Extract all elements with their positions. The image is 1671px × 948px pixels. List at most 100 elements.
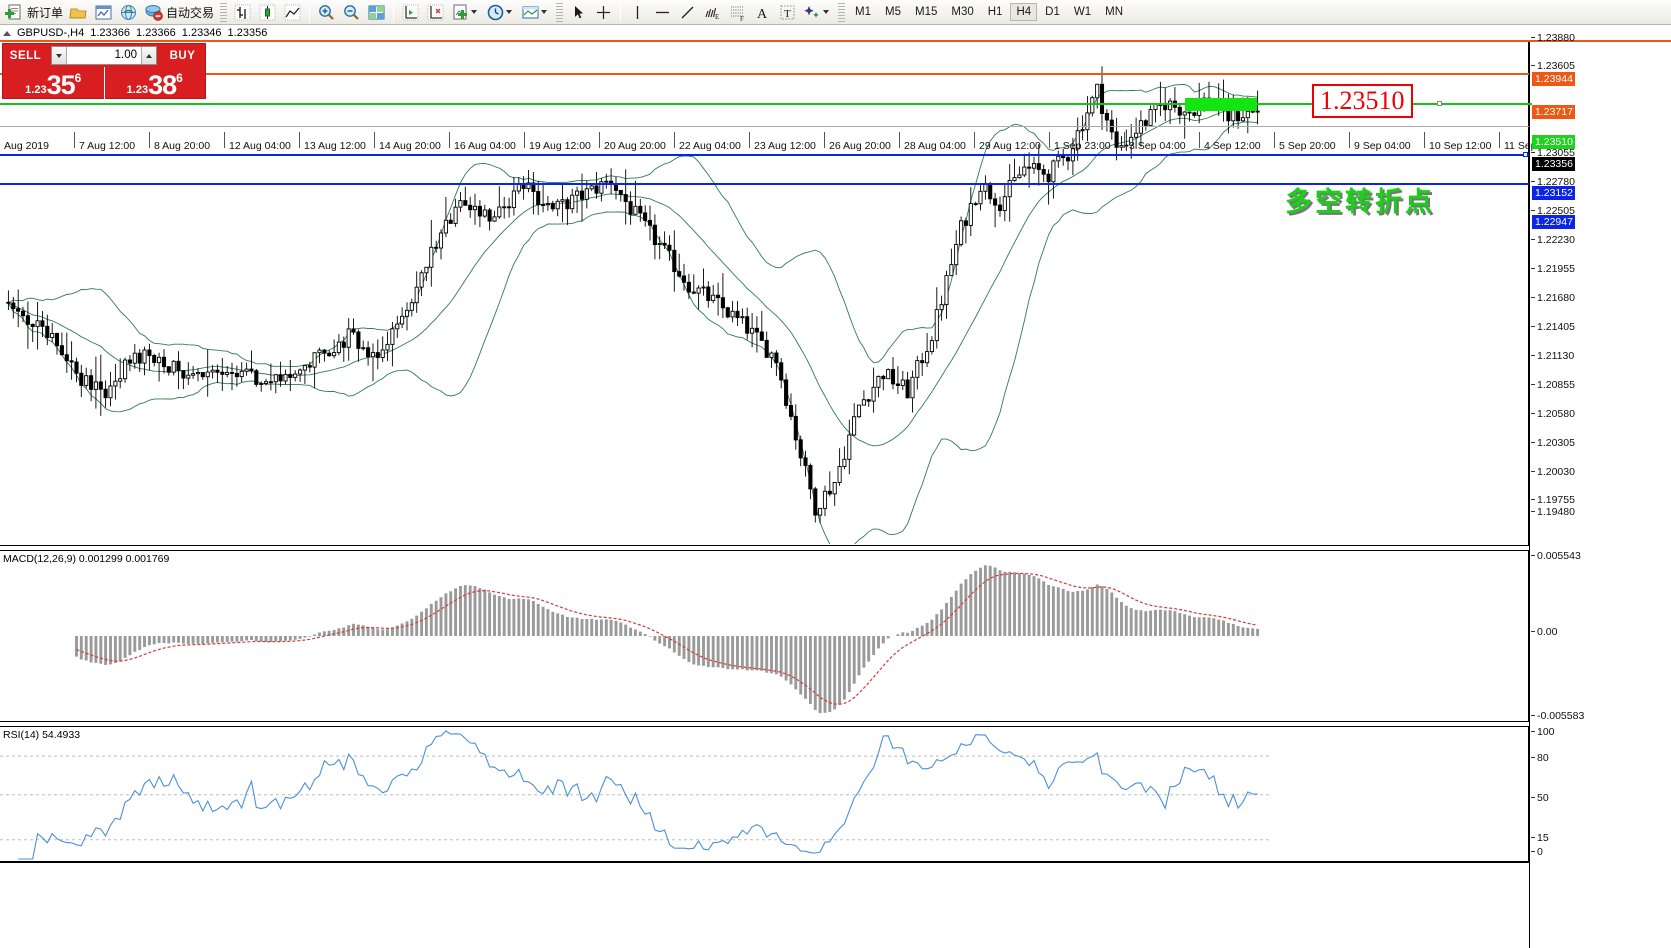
volume-increase-button[interactable] [141,47,156,64]
time-tick [1274,132,1275,148]
buy-price-display[interactable]: 1.23 38 6 [103,67,206,99]
bar-chart-icon [233,3,252,22]
time-tick [524,132,525,148]
add-indicator-icon [451,3,470,22]
hline-1-23717[interactable] [0,73,1529,75]
timeframe-m5[interactable]: M5 [885,6,901,18]
hline-1-23510[interactable] [0,103,1529,105]
price-tag-1-23152[interactable]: 1.23152 [1532,186,1575,200]
add-indicator-button[interactable] [448,1,483,24]
vertical-line-button[interactable] [625,1,650,24]
macd-tick: -0.005583 [1531,710,1584,722]
price-tick: 1.23605 [1531,60,1575,72]
text-box-button[interactable]: T [775,1,800,24]
elliott-wave-button[interactable]: E [700,1,725,24]
macd-pane[interactable]: MACD(12,26,9) 0.001299 0.001769 [0,550,1529,722]
one-click-trading-panel[interactable]: SELL 1.00 BUY 1.23 35 6 1.23 38 6 [2,43,206,99]
line-chart-button[interactable] [280,1,305,24]
chevron-down-icon-2[interactable] [506,10,513,14]
rsi-pane[interactable]: RSI(14) 54.4933 [0,726,1529,862]
timeframe-m1[interactable]: M1 [855,6,872,18]
data-window-button[interactable] [364,1,389,24]
shift-end-button[interactable] [423,1,448,24]
toolbar-grip-2[interactable] [556,2,564,22]
candlestick-chart-button[interactable] [255,1,280,24]
open-file-button[interactable] [66,1,91,24]
hline-selection-handle[interactable] [1523,152,1528,157]
price-tick: 1.23880 [1531,32,1575,44]
price-tag-1-22947[interactable]: 1.22947 [1532,215,1575,229]
shift-start-button[interactable] [398,1,423,24]
time-tick [974,132,975,148]
volume-decrease-button[interactable] [52,47,67,64]
timeframe-mn[interactable]: MN [1105,6,1123,18]
price-tick: 1.22780 [1531,176,1575,188]
chart-area[interactable]: 多空转折点 MACD(12,26,9) 0.001299 0.001769 RS… [0,32,1671,948]
rsi-tick: 100 [1531,726,1555,738]
zoom-out-button[interactable] [339,1,364,24]
macd-tick: 0.00 [1531,626,1557,638]
templates-button[interactable] [518,1,553,24]
objects-icon [803,3,822,22]
timeframe-d1[interactable]: D1 [1045,6,1060,18]
template-icon [521,3,540,22]
time-label: 23 Aug 12:00 [754,140,816,152]
price-tag-1-23717[interactable]: 1.23717 [1532,105,1575,119]
market-watch-button[interactable] [116,1,141,24]
timeframe-w1[interactable]: W1 [1073,6,1092,18]
new-order-label: 新订单 [27,5,64,20]
zoom-in-button[interactable] [314,1,339,24]
collapse-triangle-icon[interactable] [3,30,11,36]
toolbar-grip-3[interactable] [838,2,846,22]
price-tag-1-23356[interactable]: 1.23356 [1532,157,1575,171]
time-label: 3 Sep 04:00 [1129,140,1186,152]
chart-window-button[interactable] [91,1,116,24]
rsi-axis: 100 80 50 15 0 [1531,726,1671,862]
period-button[interactable] [483,1,518,24]
price-tag-1-23944[interactable]: 1.23944 [1532,72,1575,86]
volume-stepper[interactable]: 1.00 [51,46,157,65]
time-label: 9 Sep 04:00 [1354,140,1411,152]
sell-button[interactable]: SELL [9,49,42,62]
auto-trading-button[interactable]: 自动交易 [141,1,217,24]
fibonacci-button[interactable]: F [725,1,750,24]
chevron-down-icon-4[interactable] [823,10,830,14]
cursor-button[interactable] [566,1,591,24]
time-label: 5 Sep 20:00 [1279,140,1336,152]
trade-panel-top-row: SELL 1.00 BUY [3,44,205,67]
horizontal-line-button[interactable] [650,1,675,24]
new-order-button[interactable]: 新订单 [2,1,66,24]
price-tick: 1.21405 [1531,321,1575,333]
symbol-name: GBPUSD-,H4 [17,27,85,39]
price-callout[interactable]: 1.23510 [1312,84,1413,118]
toolbar-grip[interactable] [220,2,228,22]
green-highlight-zone[interactable] [1185,98,1257,111]
objects-button[interactable] [800,1,835,24]
volume-value[interactable]: 1.00 [114,49,137,61]
timeframe-h1[interactable]: H1 [987,6,1003,18]
hline-1-23944[interactable] [0,40,1529,42]
trend-line-button[interactable] [675,1,700,24]
hline-1-23152[interactable] [0,154,1529,156]
time-label: 13 Aug 12:00 [304,140,366,152]
price-pane[interactable]: 多空转折点 [0,40,1529,554]
bar-chart-button[interactable] [230,1,255,24]
time-tick [899,132,900,148]
hline-1-22947[interactable] [0,183,1529,185]
price-axis[interactable]: 1.23880 1.23605 1.23055 1.22780 1.22505 1.222… [1531,32,1671,546]
price-tick: 1.22505 [1531,205,1575,217]
timeframe-m15[interactable]: M15 [915,6,938,18]
price-tick: 1.21130 [1531,350,1574,362]
timeframe-h4[interactable]: H4 [1010,3,1038,21]
chevron-down-icon-3[interactable] [541,10,548,14]
buy-button[interactable]: BUY [169,49,196,62]
callout-anchor-node[interactable] [1437,101,1442,106]
text-label-button[interactable]: A [750,1,775,24]
crosshair-button[interactable] [591,1,616,24]
timeframe-m30[interactable]: M30 [951,6,974,18]
sell-price-display[interactable]: 1.23 35 6 [3,67,104,99]
chevron-down-icon[interactable] [471,10,478,14]
price-tick: 1.19480 [1531,506,1575,518]
time-label: 4 Sep 12:00 [1204,140,1261,152]
price-tag-1-23510[interactable]: 1.23510 [1532,135,1575,149]
